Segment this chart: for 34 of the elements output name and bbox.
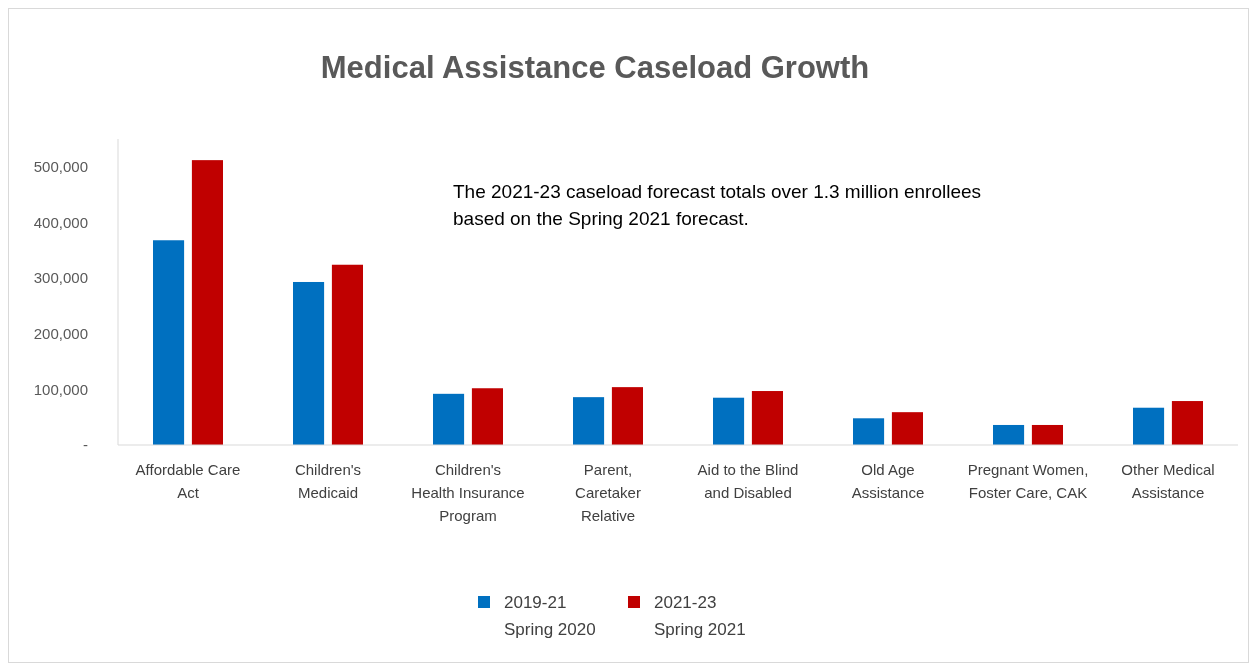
- x-tick-label: Children's Health Insurance Program: [411, 461, 525, 524]
- legend-label: 2021-23 Spring 2021: [654, 593, 746, 639]
- x-tick-label: Other Medical Assistance: [1121, 461, 1215, 501]
- bar: [573, 397, 605, 445]
- x-tick-label: Pregnant Women, Foster Care, CAK: [967, 461, 1089, 501]
- y-tick-label: -: [83, 436, 88, 454]
- bar: [1133, 407, 1165, 445]
- bar: [853, 418, 885, 445]
- x-tick-label: Children's Medicaid: [294, 461, 362, 501]
- bar: [993, 424, 1025, 445]
- bar: [433, 393, 465, 445]
- bar: [191, 160, 223, 445]
- y-tick-label: 200,000: [33, 324, 88, 342]
- annotation: The 2021-23 caseload forecast totals over 1.3 million enrollees based on the Spring 2021 forecast.: [453, 181, 982, 229]
- legend-label: 2019-21 Spring 2020: [504, 593, 596, 639]
- bar: [471, 388, 503, 445]
- y-tick-label: 400,000: [33, 213, 88, 231]
- bar: [611, 387, 643, 445]
- x-tick-label: Aid to the Blind and Disabled: [697, 461, 799, 501]
- bar: [331, 264, 363, 445]
- chart-title: Medical Assistance Caseload Growth: [320, 50, 870, 85]
- y-tick-label: 300,000: [33, 269, 88, 287]
- bar: [891, 412, 923, 445]
- bar: [293, 281, 325, 445]
- x-tick-label: Parent, Caretaker Relative: [575, 461, 641, 524]
- bar: [1171, 401, 1203, 445]
- x-tick-label: Affordable Care Act: [135, 461, 241, 501]
- bar: [713, 397, 745, 445]
- x-tick-label: Old Age Assistance: [851, 461, 925, 501]
- bar: [1031, 424, 1063, 445]
- bar: [153, 240, 185, 445]
- y-tick-label: 500,000: [33, 158, 88, 176]
- bar: [751, 391, 783, 445]
- y-tick-label: 100,000: [33, 380, 88, 398]
